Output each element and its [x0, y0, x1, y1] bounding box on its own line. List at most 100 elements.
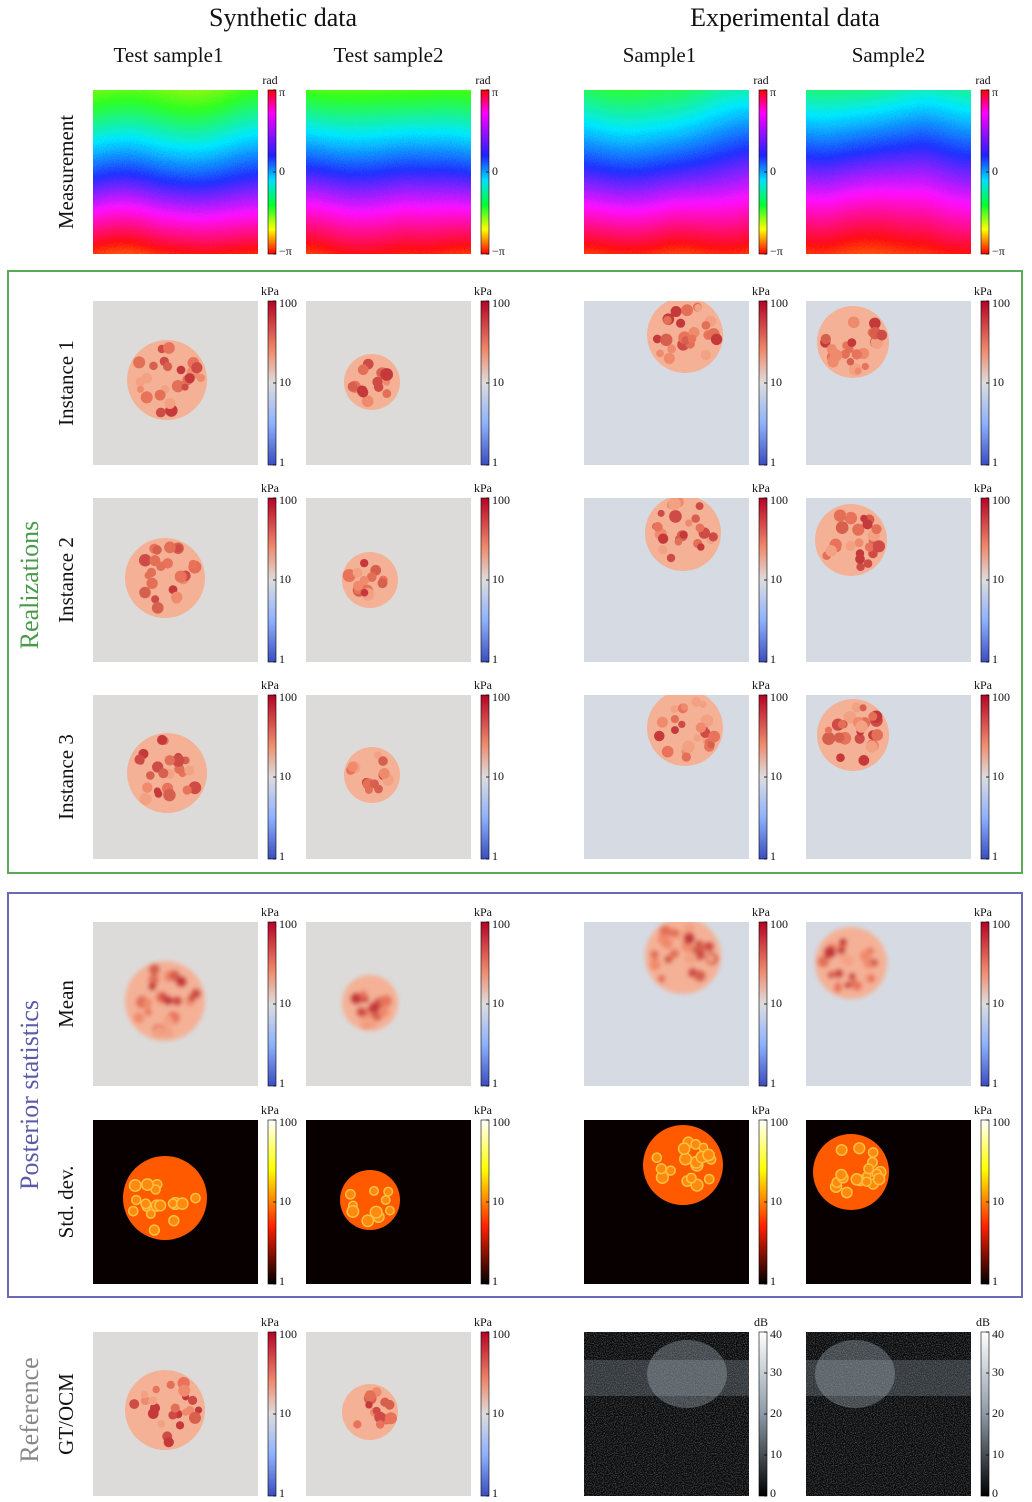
- std-ring: [383, 1186, 394, 1197]
- colorbar-tick-label: 10: [279, 996, 291, 1010]
- colorbar-tick-label: 10: [492, 1406, 504, 1420]
- std-ring: [872, 1172, 886, 1186]
- colorbar-tick-label: 10: [992, 375, 1004, 389]
- panel: [93, 1120, 258, 1284]
- std-ring: [835, 1168, 848, 1181]
- colorbar-unit: kPa: [752, 1103, 771, 1117]
- colorbar-unit: kPa: [261, 905, 280, 919]
- colorbar-tick-label: 100: [770, 690, 788, 704]
- colorbar-tick-label: 1: [992, 1274, 998, 1288]
- colorbar-tick-label: 100: [770, 296, 788, 310]
- colorbar-tick-label: 1: [279, 1076, 285, 1090]
- colorbar-unit: kPa: [474, 1103, 493, 1117]
- colorbar-tick-label: π: [279, 85, 285, 99]
- colorbar-unit: kPa: [474, 905, 493, 919]
- colorbar-tick-label: 100: [279, 1115, 297, 1129]
- colorbar-tick-label: 10: [279, 769, 291, 783]
- colorbar-tick-label: 100: [279, 296, 297, 310]
- colorbar-tick-label: 1: [770, 1274, 776, 1288]
- panel: [306, 90, 471, 254]
- std-ring: [665, 1165, 676, 1176]
- row-label: Mean: [54, 980, 78, 1028]
- std-disc: [123, 1156, 207, 1240]
- std-ring: [703, 1173, 715, 1185]
- row-label: Measurement: [54, 115, 78, 229]
- panel: [93, 301, 258, 465]
- colorbar-tick-label: 1: [770, 849, 776, 863]
- inclusion-disc: [342, 552, 398, 608]
- colorbar-tick-label: 0: [770, 164, 776, 178]
- colorbar-tick-label: 10: [992, 1194, 1004, 1208]
- column-title: Sample1: [623, 43, 697, 67]
- colorbar-tick-label: 10: [492, 572, 504, 586]
- panel: [93, 695, 258, 859]
- inclusion-disc: [815, 504, 887, 576]
- panel: [806, 498, 971, 662]
- sample-disc: [815, 1340, 895, 1408]
- colorbar-tick-label: 1: [492, 455, 498, 469]
- std-ring: [190, 1192, 201, 1204]
- colorbar-tick-label: 10: [992, 572, 1004, 586]
- header: Experimental data: [690, 3, 880, 32]
- std-ring: [380, 1195, 391, 1206]
- colorbar-tick-label: 100: [992, 917, 1010, 931]
- inclusion-disc: [342, 975, 398, 1031]
- std-ring: [677, 1142, 691, 1156]
- sample-disc: [647, 1340, 727, 1408]
- phase-map: [306, 90, 471, 254]
- panel: [93, 1332, 258, 1496]
- std-ring: [651, 1152, 663, 1164]
- colorbar-tick-label: 1: [992, 455, 998, 469]
- colorbar-tick-label: 100: [770, 493, 788, 507]
- std-ring: [127, 1205, 139, 1217]
- std-ring: [168, 1214, 180, 1227]
- speckle: [584, 1332, 749, 1496]
- colorbar-tick-label: 40: [770, 1327, 782, 1341]
- colorbar-tick-label: 0: [492, 164, 498, 178]
- colorbar-tick-label: 100: [992, 690, 1010, 704]
- inclusion-disc: [647, 695, 723, 766]
- panel: [806, 90, 971, 254]
- colorbar-unit: rad: [475, 73, 490, 87]
- panel: [306, 1332, 471, 1496]
- panel: [584, 922, 749, 1086]
- posterior-box: [7, 892, 1023, 1298]
- panel: [584, 90, 749, 254]
- panel: [306, 695, 471, 859]
- inclusion-disc: [127, 340, 207, 420]
- colorbar-tick-label: π: [992, 85, 998, 99]
- std-ring: [141, 1178, 154, 1191]
- colorbar-unit: kPa: [974, 481, 993, 495]
- panel: [806, 1332, 971, 1496]
- panel: [584, 695, 749, 859]
- colorbar-unit: kPa: [974, 678, 993, 692]
- colorbar-unit: kPa: [974, 905, 993, 919]
- inclusion-disc: [817, 699, 889, 771]
- colorbar-tick-label: 0: [992, 164, 998, 178]
- colorbar-tick-label: π: [492, 85, 498, 99]
- colorbar-unit: kPa: [261, 1103, 280, 1117]
- colorbar-tick-label: 1: [992, 1076, 998, 1090]
- colorbar-tick-label: −π: [992, 244, 1005, 258]
- std-ring: [175, 1197, 189, 1211]
- colorbar-tick-label: 1: [279, 849, 285, 863]
- panel: [806, 1120, 971, 1284]
- colorbar-tick-label: π: [770, 85, 776, 99]
- std-ring: [154, 1199, 167, 1212]
- header: Synthetic data: [209, 3, 357, 32]
- column-title: Test sample2: [334, 43, 444, 67]
- inclusion-disc: [125, 961, 205, 1041]
- colorbar-tick-label: 1: [492, 1076, 498, 1090]
- panel: [306, 498, 471, 662]
- row-label: Instance 3: [54, 734, 78, 820]
- colorbar-tick-label: 100: [279, 493, 297, 507]
- row-label: Instance 1: [54, 340, 78, 426]
- tissue-band: [584, 1360, 749, 1396]
- colorbar-unit: kPa: [752, 678, 771, 692]
- colorbar-unit: kPa: [474, 1315, 493, 1329]
- colorbar-unit: kPa: [261, 284, 280, 298]
- inclusion-disc: [344, 747, 400, 803]
- std-ring: [128, 1178, 142, 1193]
- colorbar-tick-label: 10: [992, 1447, 1004, 1461]
- colorbar-tick-label: 10: [992, 996, 1004, 1010]
